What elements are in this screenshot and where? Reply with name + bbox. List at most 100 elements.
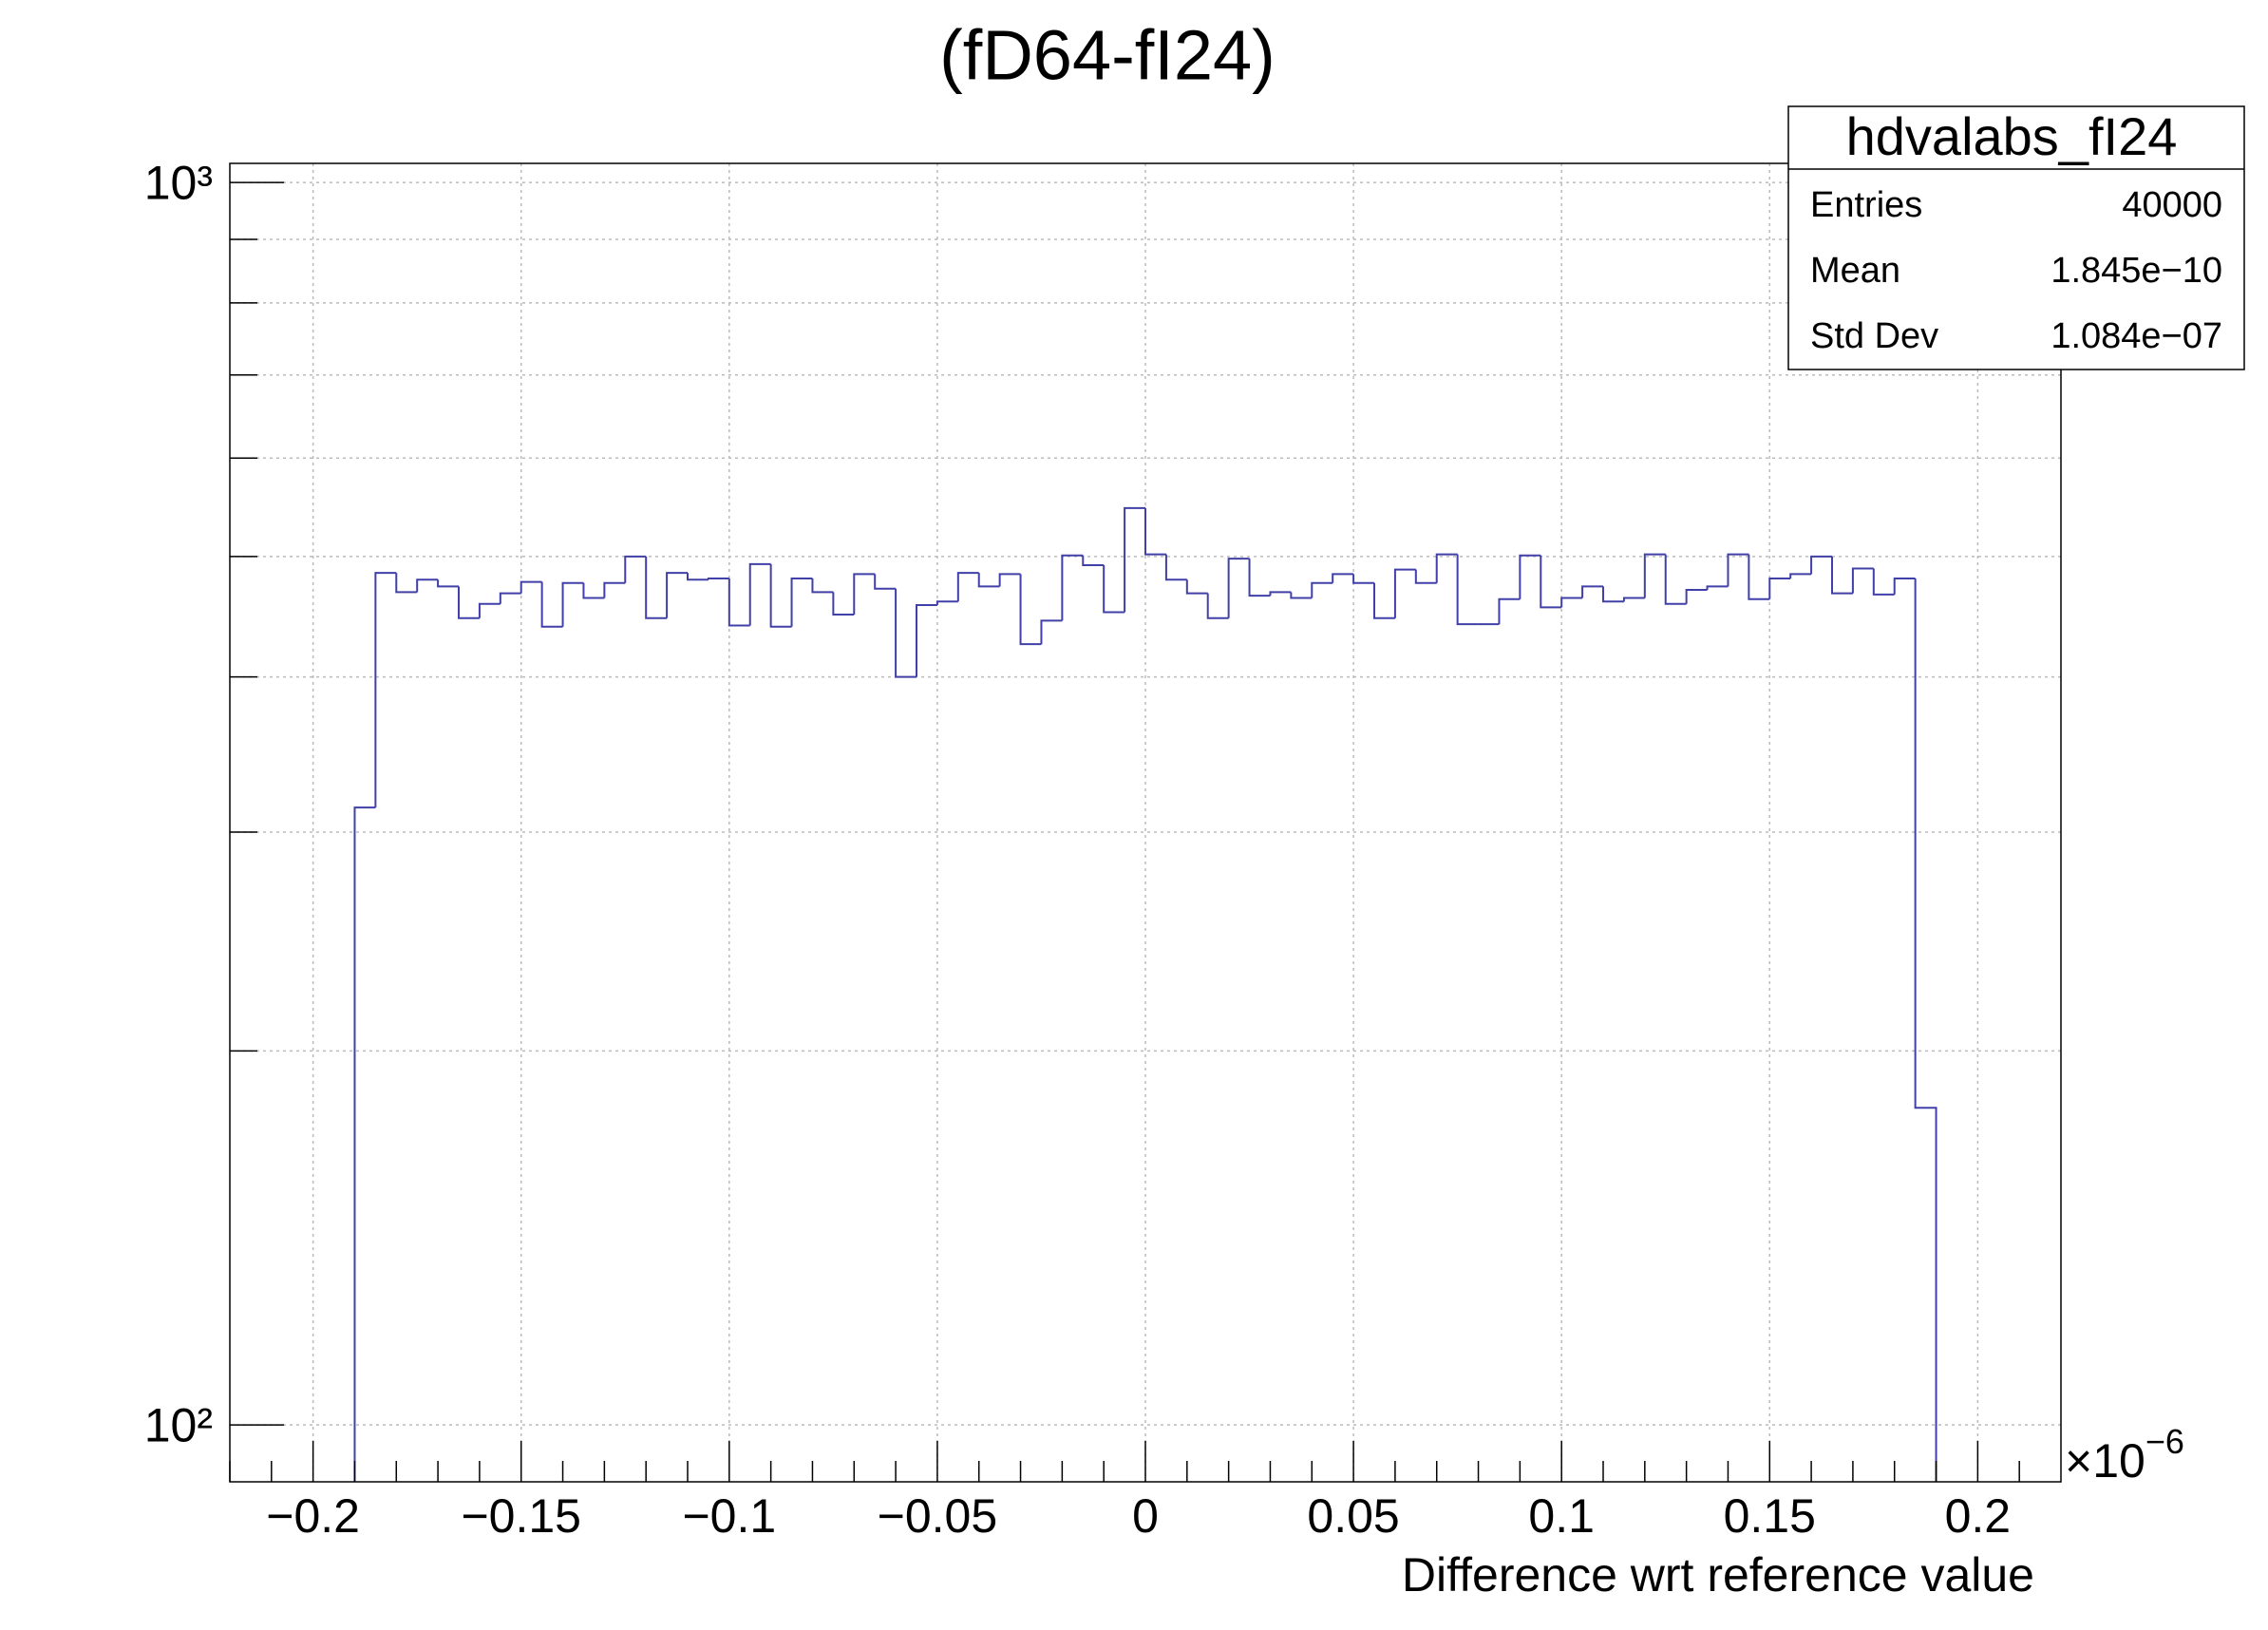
histogram-bin	[832, 592, 855, 616]
histogram-bin	[1290, 592, 1313, 599]
x-tick-label: −0.15	[461, 1489, 581, 1543]
histogram-bin	[645, 556, 668, 619]
x-multiplier: ×10−6	[2065, 1422, 2184, 1488]
histogram-bin	[748, 562, 771, 626]
stats-label: Entries	[1810, 185, 1922, 225]
x-tick-label: 0.05	[1307, 1489, 1399, 1543]
histogram-bin	[1768, 578, 1791, 599]
histogram-bin	[853, 573, 876, 615]
histogram-bin	[1435, 553, 1458, 583]
histogram-bin	[1248, 559, 1271, 597]
histogram-bin	[437, 579, 459, 588]
histogram-bin	[1311, 581, 1333, 598]
grid	[230, 163, 2061, 1482]
stats-label: Mean	[1810, 251, 1900, 291]
histogram-bin	[1851, 567, 1874, 594]
histogram-bin	[1643, 553, 1666, 598]
histogram-bin	[1414, 569, 1437, 584]
histogram-bin	[1456, 554, 1479, 626]
stats-title: hdvalabs_fI24	[1846, 106, 2178, 166]
histogram-bin	[790, 578, 813, 627]
histogram-bin	[1082, 555, 1105, 567]
histogram-bin	[1206, 593, 1229, 619]
histogram-bin	[1540, 555, 1562, 609]
stats-value: 40000	[2122, 185, 2222, 225]
histogram-bin	[416, 578, 439, 593]
y-tick-label: 10³	[144, 156, 213, 209]
histogram-bin	[499, 592, 521, 604]
histogram-bin	[1269, 591, 1292, 597]
histogram-bin	[998, 573, 1021, 587]
stats-frame	[1787, 105, 2245, 370]
histogram-bin	[478, 602, 501, 618]
histogram-bin	[540, 581, 563, 628]
x-tick-label: 0.1	[1528, 1489, 1595, 1543]
x-axis-label: Difference wrt reference value	[1402, 1548, 2034, 1602]
histogram-bin	[1393, 568, 1416, 618]
x-multiplier-exponent: −6	[2145, 1422, 2184, 1461]
histogram-bin	[977, 573, 1000, 588]
histogram-bin	[895, 588, 917, 678]
histogram-bin	[1373, 582, 1395, 619]
histogram-bin	[1706, 585, 1729, 591]
x-tick-label: −0.05	[878, 1489, 998, 1543]
histogram-bin	[374, 572, 397, 808]
histogram-bin	[666, 572, 688, 618]
histogram-bin	[1893, 578, 1916, 595]
histogram-bin	[687, 573, 709, 581]
histogram-bin	[956, 572, 979, 602]
histogram-bin	[811, 578, 834, 594]
histogram-bin	[353, 806, 376, 1482]
histogram-bin	[603, 581, 626, 598]
histogram-bin	[1810, 555, 1832, 575]
histogram-bin	[707, 578, 729, 580]
histogram-bin	[1103, 565, 1125, 614]
histogram-bin	[561, 581, 584, 627]
ticks: −0.2 −0.15 −0.1 −0.05 0 0.05 0.1 0.15 0.2 10² 10³	[144, 156, 2020, 1543]
histogram-bin	[1019, 574, 1042, 646]
histogram-bin	[1519, 554, 1541, 599]
histogram-bin	[1685, 589, 1708, 604]
histogram-bin	[1727, 553, 1749, 587]
stats-box: hdvalabs_fI24 Entries 40000 Mean 1.845e−…	[1787, 105, 2245, 370]
histogram-bin	[1332, 573, 1354, 583]
stats-value: 1.084e−07	[2051, 316, 2222, 356]
histogram-bin	[1061, 554, 1084, 621]
histogram-bin	[624, 555, 647, 583]
stats-label: Std Dev	[1810, 316, 1938, 356]
histogram	[353, 506, 1937, 1482]
x-multiplier-base: ×10	[2065, 1434, 2145, 1488]
histogram-bin	[1352, 574, 1374, 584]
histogram-bin	[1622, 597, 1645, 602]
histogram-bin	[1227, 558, 1250, 618]
x-tick-label: −0.2	[266, 1489, 360, 1543]
histogram-bin	[728, 578, 750, 627]
histogram-bin	[1664, 554, 1687, 605]
histogram-bin	[1831, 556, 1853, 595]
histogram-bin	[520, 580, 542, 594]
histogram-bin	[1560, 597, 1583, 608]
x-tick-label: 0.15	[1724, 1489, 1816, 1543]
histogram-bin	[1040, 619, 1063, 645]
histogram-bin	[395, 573, 418, 594]
histogram-bin	[769, 563, 792, 628]
histogram-bin	[1185, 579, 1208, 595]
histogram-bin	[1124, 506, 1145, 613]
histogram-bin	[936, 600, 958, 605]
histogram-bin	[1789, 573, 1812, 579]
histogram-bin	[1914, 578, 1937, 1482]
stats-value: 1.845e−10	[2051, 251, 2222, 291]
histogram-bin	[874, 574, 897, 590]
histogram-bin	[1581, 585, 1603, 598]
y-tick-label: 10²	[144, 1398, 213, 1451]
histogram-bin	[1872, 568, 1895, 596]
histogram-bin	[458, 586, 480, 619]
x-tick-label: −0.1	[682, 1489, 776, 1543]
histogram-bin	[1498, 597, 1521, 625]
chart-title: (fD64-fI24)	[939, 16, 1276, 95]
x-tick-label: 0	[1132, 1489, 1159, 1543]
histogram-bin	[582, 582, 605, 599]
histogram-bin	[1144, 507, 1166, 556]
histogram-bin	[1748, 554, 1770, 600]
